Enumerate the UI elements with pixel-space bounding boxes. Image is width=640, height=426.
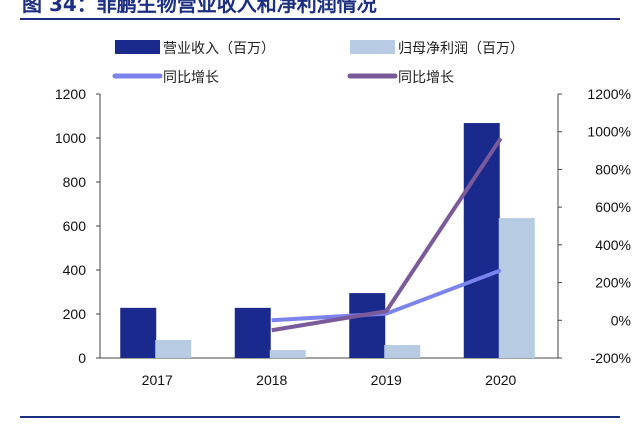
legend-label: 同比增长 — [163, 70, 219, 86]
legend-label: 同比增长 — [398, 70, 454, 86]
right-tick-label: -200% — [591, 350, 631, 366]
bar-net-profit-2019 — [384, 345, 421, 358]
right-tick-label: 200% — [595, 275, 631, 291]
right-tick-label: 1000% — [587, 124, 631, 140]
x-tick-label: 2019 — [371, 372, 402, 388]
top-rule — [20, 18, 620, 20]
legend-swatch — [115, 40, 160, 54]
legend-swatch — [350, 40, 395, 54]
x-tick-label: 2018 — [256, 372, 287, 388]
bottom-rule — [20, 416, 620, 418]
legend-label: 归母净利润（百万） — [398, 40, 524, 57]
x-tick-label: 2017 — [142, 372, 173, 388]
left-tick-label: 0 — [78, 350, 86, 366]
right-tick-label: 1200% — [587, 86, 631, 102]
bar-revenue-2017 — [120, 307, 157, 358]
right-tick-label: 400% — [595, 237, 631, 253]
right-tick-label: 800% — [595, 161, 631, 177]
left-tick-label: 400 — [63, 262, 87, 278]
right-tick-label: 0% — [611, 312, 631, 328]
left-tick-label: 1200 — [55, 86, 86, 102]
left-tick-label: 1000 — [55, 130, 86, 146]
bar-net-profit-2018 — [269, 350, 306, 358]
bar-revenue-2020 — [463, 123, 500, 358]
figure-title: 图 34：菲鹏生物营业收入和净利润情况 — [22, 0, 377, 16]
right-tick-label: 600% — [595, 199, 631, 215]
left-tick-label: 600 — [63, 218, 87, 234]
bar-revenue-2018 — [234, 307, 271, 358]
left-tick-label: 800 — [63, 174, 87, 190]
bar-net-profit-2020 — [498, 218, 535, 358]
bar-net-profit-2017 — [155, 339, 192, 358]
x-tick-label: 2020 — [485, 372, 516, 388]
bar-revenue-2019 — [349, 293, 386, 358]
left-tick-label: 200 — [63, 306, 87, 322]
legend-label: 营业收入（百万） — [163, 41, 275, 57]
